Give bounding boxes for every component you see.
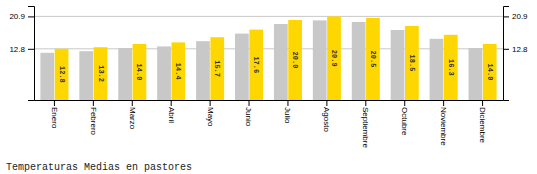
- title: Temperaturas Medias en pastores: [6, 162, 192, 173]
- tick-mark: [93, 100, 94, 106]
- bar: [118, 48, 132, 100]
- data-label: 17.6: [252, 56, 260, 73]
- tick-mark: [171, 100, 172, 106]
- tick-mark: [28, 16, 34, 17]
- x-axis: Enero Febrero Marzo Abril Mayo Junio Julio Agos…: [35, 100, 504, 148]
- bar: [469, 48, 483, 100]
- bar: [430, 39, 444, 100]
- bar: [157, 46, 171, 100]
- bar: [171, 42, 185, 100]
- tick: Enero: [50, 100, 59, 129]
- axis-line: [504, 7, 510, 101]
- bar: [133, 44, 147, 100]
- tick: Marzo: [128, 100, 137, 130]
- data-label: 15.7: [213, 60, 221, 77]
- bar: [288, 20, 302, 100]
- tick-label: 12.8: [512, 45, 528, 54]
- bar: [483, 44, 497, 100]
- bar: [391, 30, 405, 100]
- tick: Junio: [244, 100, 253, 127]
- tick-label: Diciembre: [478, 107, 487, 144]
- tick-mark: [503, 49, 509, 50]
- tick: 20.9: [503, 12, 528, 21]
- bar: [313, 20, 327, 100]
- tick-label: Julio: [283, 107, 292, 124]
- tick-mark: [210, 100, 211, 106]
- chart: 12.8 13.2 14.0 14.4 15.7 17.6 20.0 20.9 20.5 18.5…: [0, 0, 537, 174]
- data-label: 14.4: [174, 63, 182, 80]
- bar: [405, 26, 419, 100]
- tick-mark: [503, 16, 509, 17]
- bar: [235, 34, 249, 100]
- data-label: 18.5: [408, 55, 416, 72]
- bar: [444, 35, 458, 100]
- tick-mark: [443, 100, 444, 106]
- y2-axis: 12.8 20.9: [503, 7, 528, 101]
- tick-label: 12.8: [9, 45, 25, 54]
- bar: [249, 30, 263, 100]
- bar: [366, 18, 380, 100]
- axis-line: [35, 100, 504, 101]
- series: [40, 20, 482, 100]
- tick-mark: [404, 100, 405, 106]
- tick: Noviembre: [439, 100, 448, 146]
- tick: Mayo: [206, 100, 215, 127]
- data-label: 20.5: [369, 51, 377, 68]
- tick-label: Septiembre: [361, 107, 370, 148]
- tick-mark: [28, 49, 34, 50]
- data-label: 12.8: [58, 66, 66, 83]
- tick-mark: [132, 100, 133, 106]
- tick-label: Abril: [167, 107, 176, 123]
- tick-mark: [326, 100, 327, 106]
- tick: Agosto: [322, 100, 331, 132]
- data-label: 20.9: [330, 50, 338, 67]
- data-label: 16.3: [447, 59, 455, 76]
- bar: [94, 47, 108, 100]
- grid-line: [34, 16, 503, 17]
- tick-label: Febrero: [89, 107, 98, 136]
- tick-mark: [287, 100, 288, 106]
- bar: [210, 37, 224, 100]
- tick: Diciembre: [478, 100, 487, 144]
- tick-mark: [249, 100, 250, 106]
- tick-label: Noviembre: [439, 107, 448, 146]
- tick: Octubre: [400, 100, 409, 136]
- data-label: 14.0: [486, 64, 494, 81]
- tick-label: Agosto: [322, 107, 331, 132]
- bar: [196, 41, 210, 100]
- bar: [352, 22, 366, 100]
- data-label: 14.0: [135, 64, 143, 81]
- tick-mark: [365, 100, 366, 106]
- tick: 12.8: [9, 45, 34, 54]
- bar: [79, 51, 93, 100]
- tick: Julio: [283, 100, 292, 124]
- bars: [40, 16, 496, 100]
- axis-line: [28, 7, 35, 101]
- tick-mark: [482, 100, 483, 106]
- tick: Septiembre: [361, 100, 370, 148]
- tick: 20.9: [9, 12, 34, 21]
- bar: [274, 24, 288, 100]
- tick: 12.8: [503, 45, 528, 54]
- tick: Abril: [167, 100, 176, 123]
- tick-label: 20.9: [512, 12, 528, 21]
- bar: [40, 53, 54, 100]
- bar: [55, 49, 69, 100]
- tick-mark: [54, 100, 55, 106]
- tick-label: Octubre: [400, 107, 409, 136]
- bar: [327, 16, 341, 100]
- data-labels: 12.8 13.2 14.0 14.4 15.7 17.6 20.0 20.9 20.5 18.5…: [58, 50, 494, 83]
- series: [55, 16, 497, 100]
- plot: 12.8 13.2 14.0 14.4 15.7 17.6 20.0 20.9 20.5 18.5…: [9, 7, 528, 149]
- tick-label: 20.9: [9, 12, 25, 21]
- tick-label: Mayo: [206, 107, 215, 127]
- data-label: 13.2: [97, 65, 105, 82]
- tick-label: Enero: [50, 107, 59, 129]
- tick: Febrero: [89, 100, 98, 136]
- data-label: 20.0: [291, 52, 299, 69]
- y-axis: 12.8 20.9: [9, 7, 34, 101]
- tick-label: Marzo: [128, 107, 137, 130]
- tick-label: Junio: [244, 107, 253, 127]
